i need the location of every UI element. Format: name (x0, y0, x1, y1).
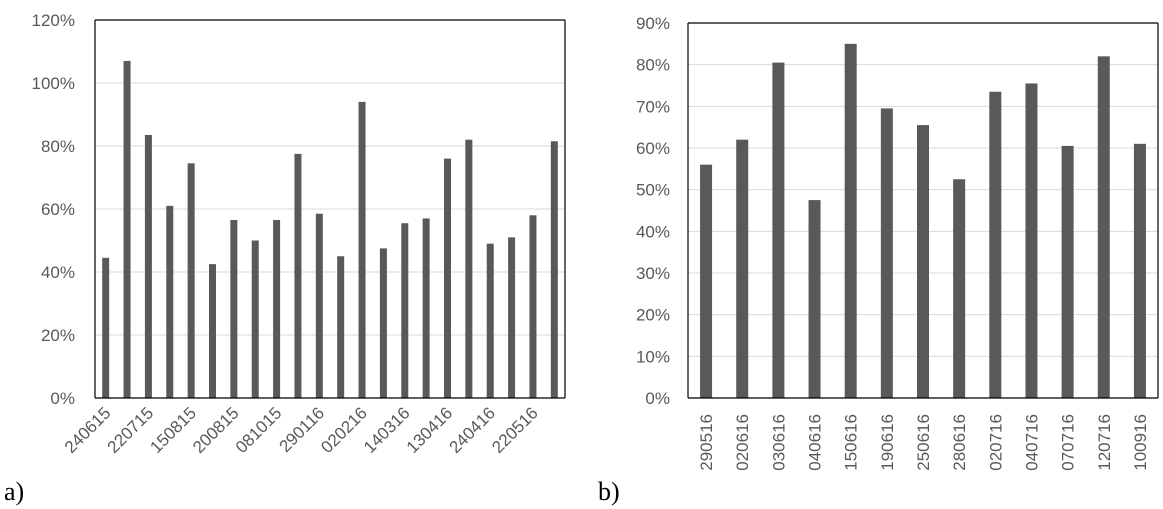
bar (209, 264, 216, 398)
x-tick-label: 150815 (146, 403, 200, 457)
y-tick-label: 60% (636, 139, 670, 158)
bar (273, 220, 281, 398)
bar (144, 134, 152, 398)
y-tick-label: 90% (636, 14, 670, 33)
y-tick-label: 40% (41, 263, 75, 282)
bar (102, 257, 110, 398)
bar (166, 205, 174, 398)
x-tick-label: 140316 (360, 403, 414, 457)
x-tick-label: 040716 (1022, 414, 1041, 471)
bar (294, 153, 302, 398)
bar (123, 60, 131, 398)
y-tick-label: 40% (636, 222, 670, 241)
y-tick-label: 0% (645, 389, 670, 408)
chart-b: 0% 10% 20% 30% 40% 50% 60% 70% 80% 90% 290516 02061… (598, 14, 1159, 506)
bar (422, 218, 430, 398)
x-tick-label: 290116 (275, 403, 328, 456)
bar (989, 91, 1002, 398)
x-tick-label: 200815 (189, 403, 243, 457)
bar (880, 108, 893, 399)
bar (844, 43, 857, 398)
bar (917, 125, 929, 398)
y-tick-label: 10% (636, 347, 670, 366)
bar (358, 101, 366, 399)
bar (1133, 143, 1146, 398)
x-tick-label: 280616 (950, 414, 969, 471)
x-tick-label: 290516 (697, 414, 716, 471)
bar (230, 220, 238, 398)
bar (772, 62, 785, 398)
x-tick-label: 070716 (1059, 414, 1078, 471)
bar (953, 179, 966, 398)
bar (251, 240, 259, 398)
y-tick-label: 50% (636, 181, 670, 200)
bar (315, 213, 323, 398)
x-tick-label: 220516 (488, 403, 542, 457)
x-tick-label: 030616 (769, 414, 788, 471)
x-tick-label: 130416 (403, 403, 457, 457)
chart-a: 0% 20% 40% 60% 80% 100% 120% 240615220715150815… (4, 11, 566, 506)
panel-label: a) (4, 477, 24, 506)
bar (1025, 83, 1038, 399)
bar (486, 243, 494, 398)
x-tick-label: 190616 (878, 414, 897, 471)
bar (187, 163, 195, 398)
y-tick-label: 80% (41, 137, 75, 156)
y-tick-label: 70% (636, 97, 670, 116)
y-tick-label: 100% (32, 74, 75, 93)
bar (700, 164, 713, 398)
bar (508, 237, 516, 398)
x-tick-label: 040616 (806, 414, 825, 471)
bar (808, 200, 821, 398)
bar (529, 215, 537, 398)
y-tick-label: 0% (50, 389, 75, 408)
y-tick-label: 120% (32, 11, 75, 30)
x-tick-label: 240416 (446, 403, 500, 457)
bar (1061, 145, 1074, 398)
bar (1097, 56, 1110, 398)
x-tick-label: 020616 (733, 414, 752, 471)
bar (736, 139, 749, 398)
x-tick-label: 150616 (842, 414, 861, 471)
y-tick-label: 80% (636, 56, 670, 75)
y-tick-label: 20% (636, 306, 670, 325)
bar (465, 139, 473, 398)
x-tick-label: 020216 (317, 403, 371, 457)
bar (444, 158, 451, 398)
x-tick-label: 250616 (914, 414, 933, 471)
bar (379, 248, 387, 398)
x-tick-label: 120716 (1095, 414, 1114, 471)
y-tick-label: 30% (636, 264, 670, 283)
y-tick-label: 20% (41, 326, 75, 345)
x-tick-label: 020716 (986, 414, 1005, 471)
panel-label: b) (598, 477, 620, 506)
y-tick-label: 60% (41, 200, 75, 219)
x-tick-label: 100916 (1131, 414, 1150, 471)
x-tick-label: 220715 (104, 403, 158, 457)
bar (550, 141, 558, 398)
x-tick-label: 240615 (61, 403, 115, 457)
x-tick-label: 081015 (232, 403, 286, 457)
bar (401, 223, 409, 398)
bar (337, 256, 345, 398)
